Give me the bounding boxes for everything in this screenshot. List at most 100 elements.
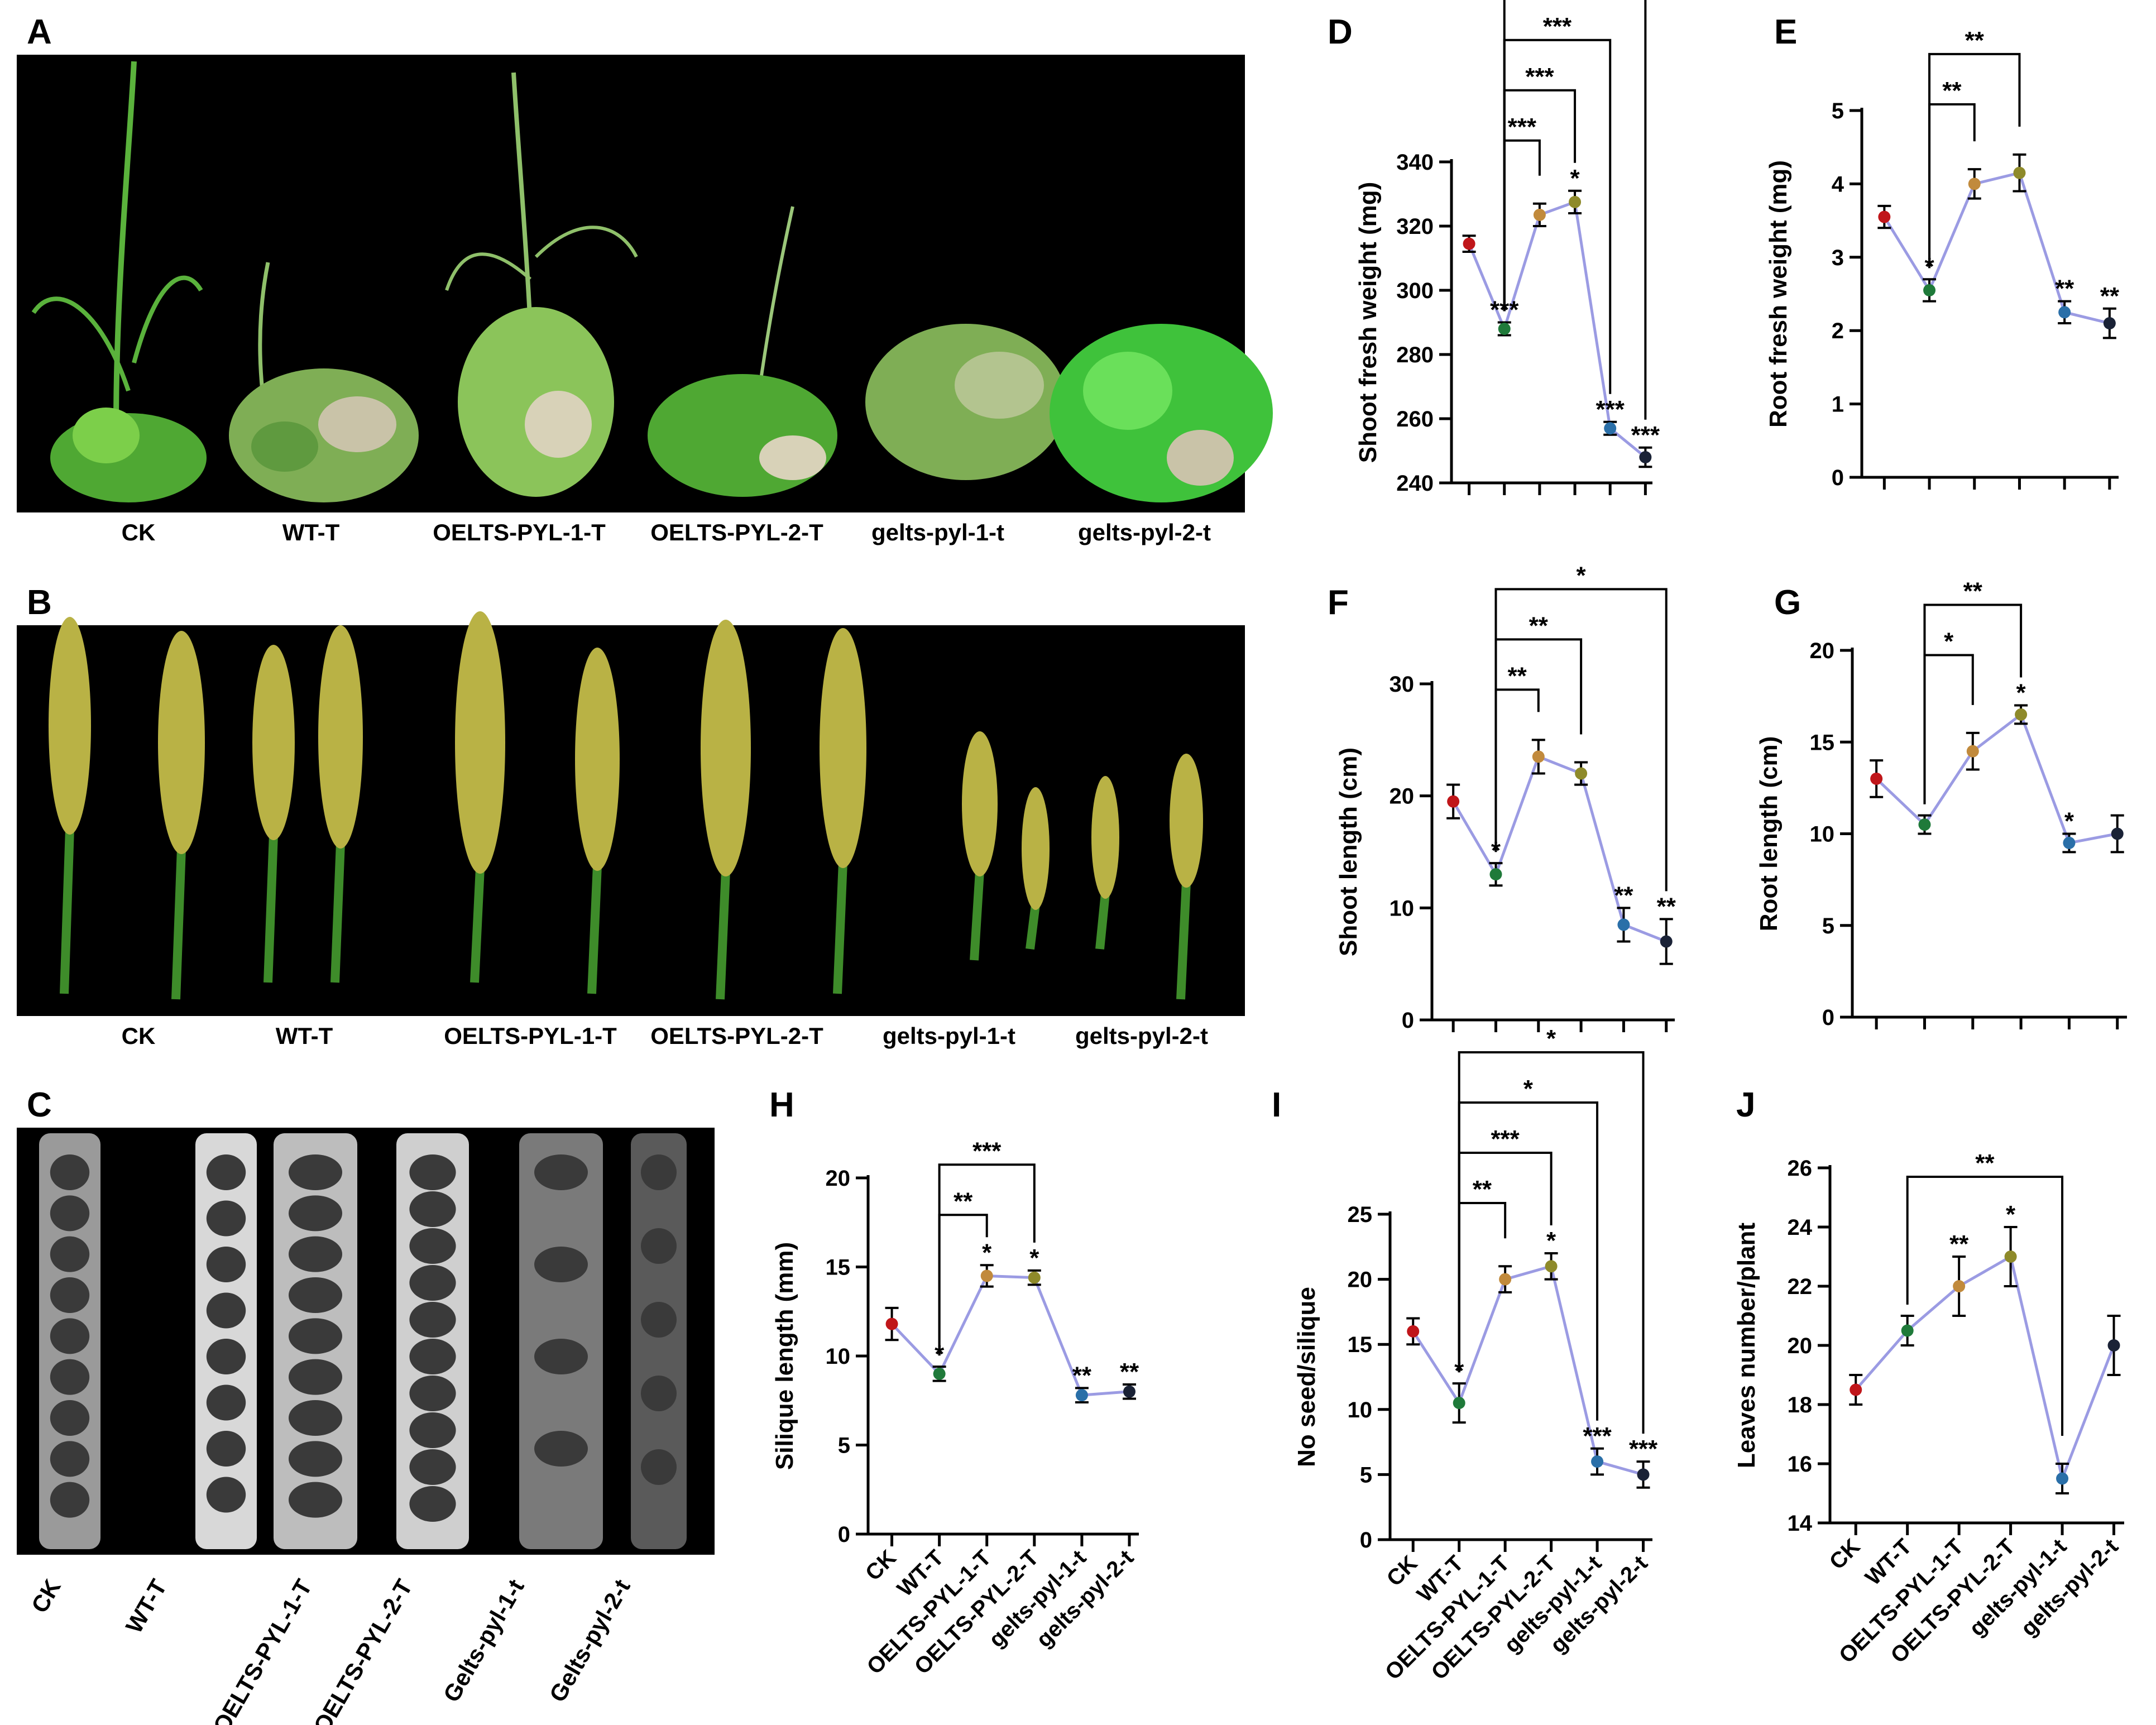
silique-stem <box>470 868 485 983</box>
data-point <box>1123 1385 1136 1398</box>
y-tick-label: 0 <box>838 1522 850 1547</box>
seed <box>409 1191 456 1227</box>
y-tick-label: 20 <box>1390 784 1415 809</box>
y-tick-label: 22 <box>1788 1274 1813 1299</box>
seed <box>409 1265 456 1301</box>
seed <box>641 1449 677 1485</box>
seed <box>409 1339 456 1374</box>
series-line <box>1883 171 2110 325</box>
silique-photos <box>49 611 1203 1000</box>
data-point <box>1639 451 1652 463</box>
seed <box>206 1477 246 1513</box>
silique-stem <box>1176 881 1191 1000</box>
silique-pod <box>820 628 866 868</box>
bracket-significance: * <box>1944 628 1954 655</box>
y-tick-label: 4 <box>1832 172 1844 197</box>
data-point <box>1028 1271 1041 1284</box>
data-point <box>1953 1280 1966 1292</box>
plant-oelts-pyl-2-t <box>648 206 837 497</box>
y-tick-label: 18 <box>1788 1393 1813 1417</box>
silique-stem <box>171 848 186 1000</box>
photo-label: OELTS-PYL-1-T <box>208 1575 317 1725</box>
photo-label: CK <box>122 519 156 545</box>
point-significance: *** <box>1596 396 1625 423</box>
seed <box>534 1247 588 1282</box>
data-point <box>2015 708 2028 721</box>
data-point <box>1407 1325 1420 1338</box>
photo-label: OELTS-PYL-2-T <box>308 1575 418 1725</box>
panel-b: B CK WT-T OELTS-PYL-1-T OELTS-PYL-2-T gelts-… <box>17 583 1245 1049</box>
comparison-bracket <box>938 1163 1036 1356</box>
panel-letter: I <box>1272 1086 1281 1124</box>
y-axis-label: Root length (cm) <box>1755 736 1783 932</box>
y-tick-label: 20 <box>1810 639 1835 663</box>
point-significance: * <box>1546 1227 1556 1254</box>
seed <box>289 1482 342 1518</box>
panel-letter: J <box>1736 1086 1755 1124</box>
point-significance: ** <box>2100 282 2120 310</box>
chart-d: D 240 260 280 300 320 340 Shoot fresh weight (m… <box>1328 0 1660 496</box>
data-point <box>1966 745 1979 758</box>
y-tick-label: 15 <box>826 1256 851 1280</box>
x-tick-label: CK <box>861 1545 901 1585</box>
y-tick-label: 0 <box>1402 1008 1414 1033</box>
data-point <box>1498 323 1511 335</box>
plant-oelts-pyl-1-t <box>445 72 638 497</box>
seed <box>206 1247 246 1282</box>
data-point <box>1637 1468 1650 1481</box>
y-tick-label: 300 <box>1396 279 1434 303</box>
seed <box>50 1195 90 1232</box>
series-line <box>1468 200 1646 458</box>
comparison-bracket <box>1923 603 2023 804</box>
seed <box>206 1339 246 1374</box>
point-significance: *** <box>1631 421 1660 449</box>
seed <box>641 1228 677 1264</box>
data-point <box>1850 1383 1862 1396</box>
photo-c-background <box>17 1128 715 1555</box>
data-point <box>2004 1250 2017 1263</box>
bracket-significance: * <box>1523 1075 1534 1103</box>
seed <box>289 1195 342 1232</box>
y-tick-label: 10 <box>1810 822 1835 847</box>
data-point <box>1878 210 1891 223</box>
comparison-bracket <box>1928 52 2021 269</box>
data-point <box>1901 1324 1914 1337</box>
y-tick-label: 1 <box>1832 392 1844 417</box>
photo-b-labels: CK WT-T OELTS-PYL-1-T OELTS-PYL-2-T gelts-py… <box>122 1023 1208 1049</box>
y-tick-label: 26 <box>1788 1156 1813 1181</box>
bracket-significance: ** <box>1473 1176 1492 1203</box>
y-tick-label: 0 <box>1822 1005 1834 1030</box>
panel-letter: H <box>769 1086 794 1124</box>
seed <box>289 1359 342 1395</box>
seed <box>409 1376 456 1411</box>
seed <box>409 1449 456 1485</box>
seed <box>409 1486 456 1522</box>
silique-pod <box>1170 754 1203 888</box>
bracket-significance: ** <box>1529 612 1549 639</box>
y-tick-label: 5 <box>1360 1463 1372 1487</box>
bracket-significance: ** <box>954 1187 973 1215</box>
y-tick-label: 10 <box>1390 896 1415 921</box>
comparison-bracket <box>1494 588 1668 892</box>
y-tick-label: 0 <box>1832 466 1844 490</box>
data-point <box>1968 178 1981 190</box>
point-significance: ** <box>1657 893 1676 920</box>
silique-pod <box>252 645 295 840</box>
y-tick-label: 240 <box>1396 471 1434 496</box>
point-significance: ** <box>1072 1362 1092 1389</box>
seed <box>50 1400 90 1436</box>
photo-label: gelts-pyl-2-t <box>1078 519 1211 545</box>
cleared-silique-photos <box>39 1133 687 1549</box>
seed <box>534 1339 588 1374</box>
data-point <box>1545 1260 1558 1273</box>
seed <box>50 1482 90 1518</box>
data-point <box>1604 422 1617 435</box>
silique-stem <box>716 870 730 1000</box>
data-point <box>1918 818 1931 831</box>
silique-stem <box>60 828 74 994</box>
data-point <box>2111 827 2124 840</box>
seed <box>289 1236 342 1272</box>
comparison-bracket <box>1928 103 1976 269</box>
